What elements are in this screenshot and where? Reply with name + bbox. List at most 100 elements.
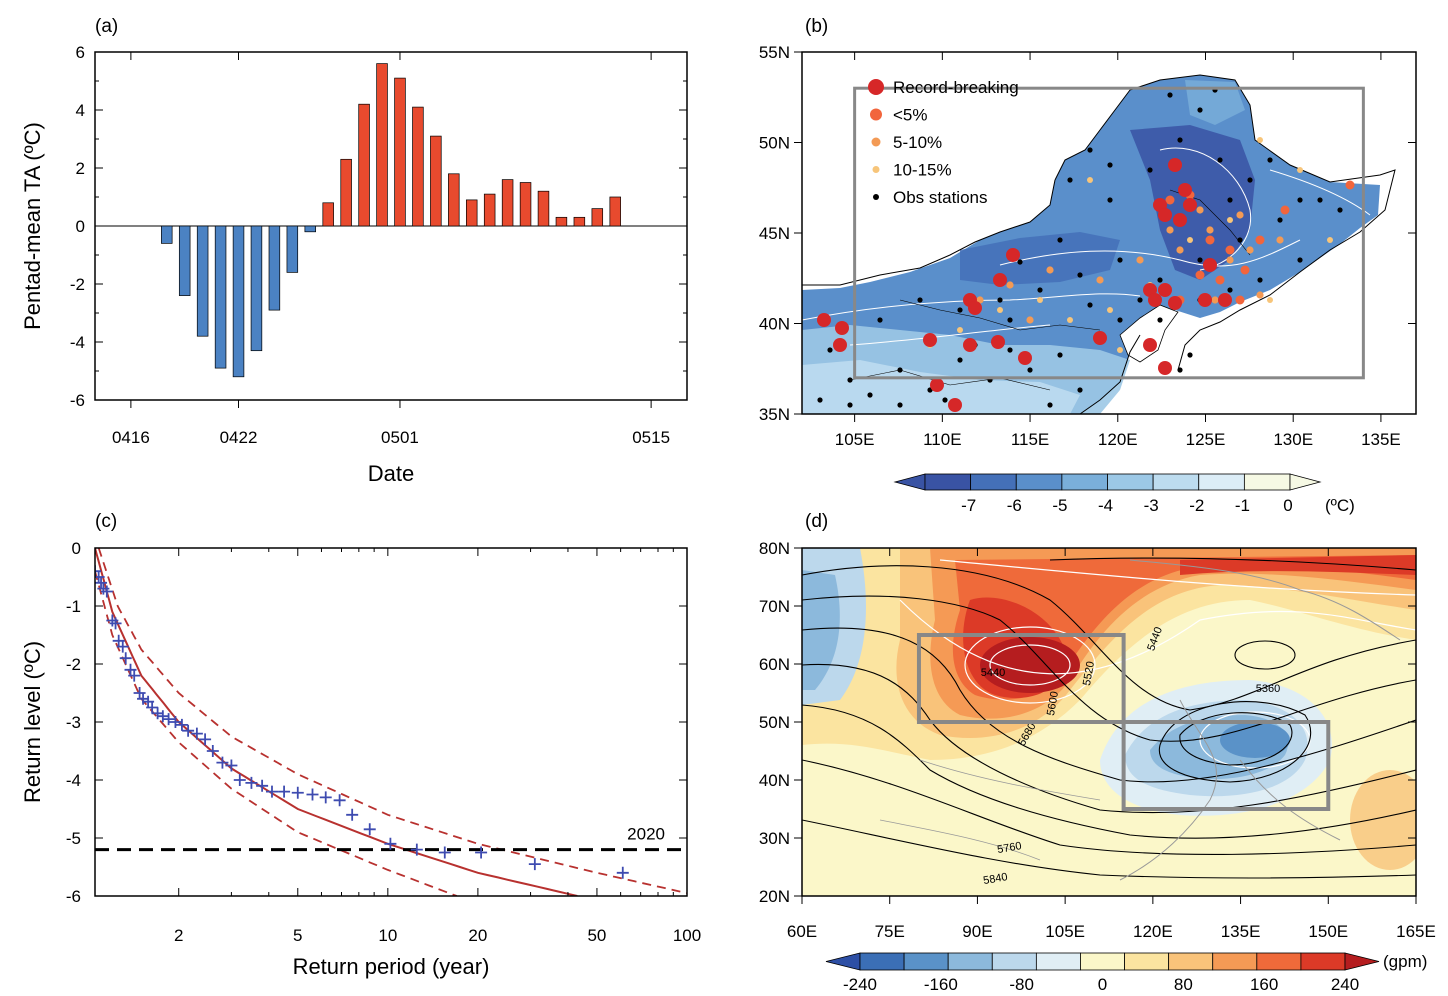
station-dot [1007,347,1013,353]
legend-label-1: <5% [893,106,928,125]
record-dot [993,273,1007,287]
colorbar-segment-2 [1015,473,1063,491]
lon-label: 125E [1186,430,1226,449]
data-point-41 [475,846,488,859]
data-point-40 [438,846,451,859]
x-tick-label: 5 [293,926,302,945]
lower-ci-line [95,570,458,896]
pct-5-10-dot [1236,211,1244,219]
station-dot [957,357,963,363]
c-axis-ticks: 2 5 10 20 50 100 0 -1 -2 -3 -4 -5 -6 [66,539,701,945]
station-dot [1077,387,1083,393]
colorbar-d: -240 -160 -80 0 80 160 240 (gpm) [825,952,1427,994]
y-tick-label: -4 [66,771,81,790]
pct-5-10-dot [1176,246,1184,254]
station-dot [897,402,903,408]
lat-label: 35N [759,405,790,424]
colorbar-segment-1 [970,473,1017,491]
station-dot [1027,367,1033,373]
bar-18 [483,193,496,227]
y-tick-label: -1 [66,597,81,616]
legend-label-0: Record-breaking [893,78,1019,97]
station-dot [1237,237,1243,243]
record-dot [930,378,944,392]
station-dot [1017,259,1023,265]
pct-10-15-dot [1257,137,1263,143]
lon-label: 165E [1396,922,1436,941]
station-dot [1167,92,1173,98]
data-point-36 [346,808,359,821]
c-x-axis-label: Return period (year) [293,954,490,979]
data-point-8 [116,640,129,653]
record-dot [1203,258,1217,272]
y-tick-label: 2 [76,159,85,178]
pct-lt5-dot [1165,195,1175,205]
pct-lt5-dot [1225,245,1235,255]
contour-label-5: 5360 [1256,683,1280,695]
lon-label: 120E [1098,430,1138,449]
record-dot [1006,248,1020,262]
station-dot [1187,352,1193,358]
station-dot [1257,277,1263,283]
bar-11 [358,103,370,227]
station-dot [1147,167,1153,173]
lat-label: 60N [759,655,790,674]
panel-b-label: (b) [805,16,828,37]
station-dot [1297,257,1303,263]
data-point-23 [199,733,212,746]
colorbar-unit: (ºC) [1325,496,1355,515]
colorbar-high-arrow [1289,473,1322,491]
data-point-26 [225,759,238,772]
y-tick-label: 0 [76,217,85,236]
lon-label: 90E [962,922,992,941]
data-point-13 [137,692,150,705]
record-dot [968,301,982,315]
colorbar-segment-1 [903,952,949,971]
contour-label-7: 5840 [982,871,1008,887]
y-tick-label: 4 [76,101,85,120]
legend-label-4: Obs stations [893,188,988,207]
upper-ci-line [97,548,687,894]
bar-17 [465,199,478,227]
data-point-43 [616,866,629,879]
colorbar-segment-9 [1256,952,1302,971]
station-dot [1177,137,1183,143]
colorbar-segment-6 [1124,952,1170,971]
data-point-33 [306,788,319,801]
station-dot [1087,302,1093,308]
bar-6 [268,225,281,311]
x-tick-label: 10 [378,926,397,945]
data-point-39 [410,843,423,856]
x-tick-label: 20 [468,926,487,945]
bar-group [161,63,621,378]
station-dot [1337,207,1343,213]
record-dot [1168,296,1182,310]
legend-marker-1 [870,108,882,121]
map-d-ticks: 60E 75E 90E 105E 120E 135E 150E 165E 20N 30N 40N 50… [759,539,1436,941]
pct-10-15-dot [1227,217,1233,223]
pct-10-15-dot [1087,177,1093,183]
station-dot [1067,177,1073,183]
lat-label: 55N [759,43,790,62]
pct-lt5-dot [1215,275,1225,285]
station-dot [942,397,948,403]
y-tick-label: -5 [66,829,81,848]
bar-15 [430,135,442,227]
region-box-1 [1121,720,1331,811]
data-point-15 [146,701,159,714]
station-dot [1117,317,1123,323]
data-point-19 [169,716,182,728]
region-boxes [916,633,1331,811]
station-dot [847,377,853,383]
station-dots [817,87,1355,412]
lon-label: 75E [875,922,905,941]
x-tick-label: 0515 [632,428,670,447]
lat-label: 30N [759,829,790,848]
data-point-27 [233,774,246,786]
bar-20 [519,182,532,227]
station-dot [1107,197,1113,203]
data-point-9 [119,652,132,665]
bar-2 [196,225,209,337]
colorbar-segment-2 [947,952,993,971]
pct-5-10-dot [1246,246,1254,254]
